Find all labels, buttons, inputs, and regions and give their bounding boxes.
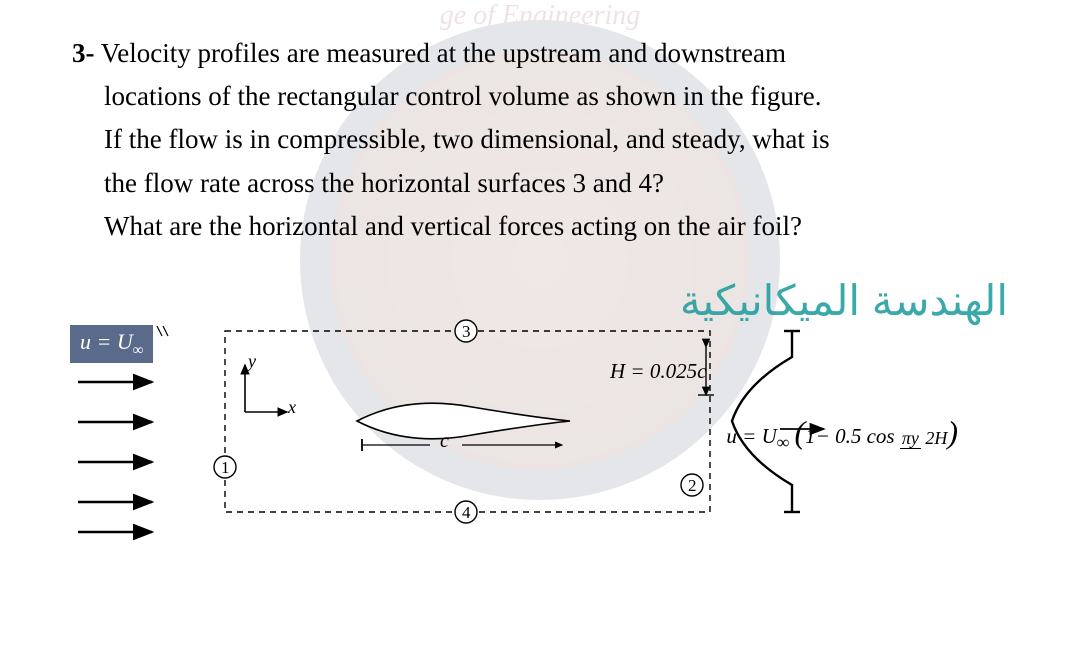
outlet-velocity-label: u = U∞ (1− 0.5 cos πy 2H ) [726,414,958,453]
diagram: u = U∞ [72,317,1008,547]
num-2: 2 [688,476,697,495]
out-num: πy [900,428,921,449]
problem-line-4: the flow rate across the horizontal surf… [72,168,664,198]
num-3: 3 [462,322,471,341]
num-4: 4 [462,503,471,522]
out-mid: 1− 0.5 cos [805,424,894,448]
problem-line-3: If the flow is in compressible, two dime… [72,124,830,154]
h-label: H = 0.025c [610,359,706,384]
axes [245,365,287,412]
num-1: 1 [221,458,230,477]
axis-y-label: y [248,351,256,372]
problem-statement: 3- Velocity profiles are measured at the… [72,32,1008,248]
axis-x-label: x [288,397,296,418]
problem-line-5: What are the horizontal and vertical for… [72,211,802,241]
out-den: 2H [925,428,947,448]
problem-line-1: Velocity profiles are measured at the up… [101,38,786,68]
airfoil [357,403,570,439]
dash-ticks [157,326,168,336]
chord-label: c [440,430,449,453]
problem-line-2: locations of the rectangular control vol… [72,81,822,111]
content: 3- Velocity profiles are measured at the… [0,0,1080,547]
inlet-arrows [78,382,152,532]
problem-number: 3- [72,38,95,68]
out-prefix: u = U [726,424,776,448]
out-sub: ∞ [777,432,789,452]
